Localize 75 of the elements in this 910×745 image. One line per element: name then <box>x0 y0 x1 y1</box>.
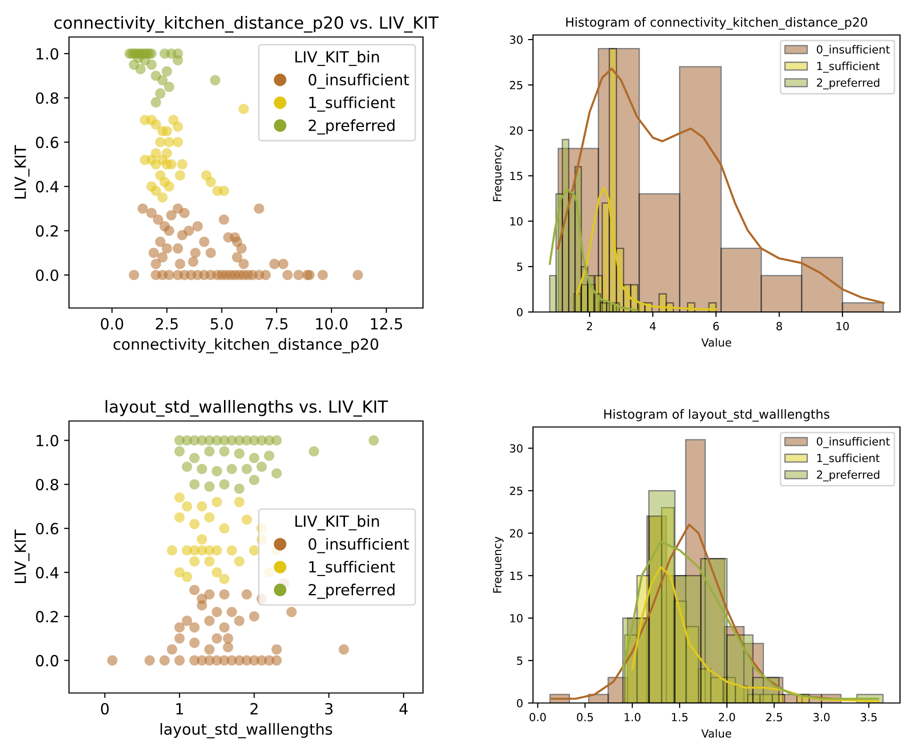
y-tick-label: 0.6 <box>36 136 58 148</box>
y-tick-label: 0.8 <box>36 478 58 490</box>
x-tick-label: 3.0 <box>814 712 830 722</box>
x-axis-title: layout_std_walllengths <box>160 723 332 738</box>
chart-title: layout_std_walllengths vs. LIV_KIT <box>106 400 388 417</box>
x-tick-label: 3.5 <box>860 712 877 722</box>
x-tick-label: 0.0 <box>530 712 546 722</box>
x-tick-label: 2.0 <box>718 712 735 722</box>
x-tick-label: 7.5 <box>266 318 288 330</box>
y-tick-label: 0.2 <box>36 610 58 622</box>
x-tick-label: 2 <box>586 322 592 330</box>
legend-label: 1_sufficient <box>817 454 880 465</box>
legend-label: 1_sufficient <box>309 560 395 576</box>
y-tick-label: 20 <box>510 529 523 538</box>
y-tick-label: 20 <box>510 126 523 135</box>
x-tick-label: 6 <box>713 322 719 330</box>
y-tick-label: 5 <box>517 262 522 271</box>
x-tick-label: 0 <box>100 702 109 715</box>
y-axis-title: LIV_KIT <box>14 144 30 198</box>
x-tick-label: 4 <box>650 322 656 330</box>
x-tick-label: 1 <box>176 703 183 714</box>
y-tick-label: 0.0 <box>36 269 58 282</box>
y-tick-label: 0.4 <box>36 566 58 578</box>
y-axis-title: Frequency <box>493 145 504 202</box>
legend-label: 2_preferred <box>816 470 880 482</box>
x-tick-label: 1.5 <box>672 713 688 722</box>
y-tick-label: 30 <box>510 444 523 453</box>
y-tick-label: 15 <box>510 572 522 580</box>
y-tick-label: 0.2 <box>36 225 58 237</box>
legend-label: 1_sufficient <box>309 96 395 112</box>
y-tick-label: 10 <box>510 614 523 622</box>
legend-label: 0_insufficient <box>816 45 890 56</box>
x-tick-label: 12.5 <box>371 318 402 330</box>
x-tick-label: 10 <box>836 322 849 330</box>
x-tick-label: 2 <box>250 702 258 714</box>
x-tick-label: 5.0 <box>210 318 233 330</box>
y-tick-label: 30 <box>510 36 523 44</box>
legend-label: 0_insufficient <box>308 538 409 554</box>
legend-label: 1_sufficient <box>817 62 880 73</box>
x-axis-title: connectivity_kitchen_distance_p20 <box>114 338 378 354</box>
chart-title: Histogram of connectivity_kitchen_distance_p20 <box>566 17 868 30</box>
y-tick-label: 25 <box>510 486 522 496</box>
chart-title: Histogram of layout_std_walllengths <box>604 409 830 422</box>
y-axis-title: LIV_KIT <box>14 529 30 583</box>
y-tick-label: 0.0 <box>36 654 58 666</box>
legend-label: 2_preferred <box>816 78 880 90</box>
x-tick-label: 2.5 <box>156 318 178 330</box>
legend-label: 0_insufficient <box>308 74 409 89</box>
y-tick-label: 5 <box>517 656 522 665</box>
y-tick-label: 1.0 <box>36 48 58 60</box>
x-axis-title: Value <box>701 338 732 347</box>
y-tick-label: 0.6 <box>36 522 58 534</box>
x-axis-title: Value <box>701 729 732 738</box>
y-tick-label: 15 <box>510 172 522 180</box>
y-tick-label: 25 <box>510 80 522 90</box>
x-tick-label: 4 <box>399 703 408 714</box>
legend-title: LIV_KIT_bin <box>295 50 379 66</box>
x-tick-label: 0.0 <box>100 318 124 330</box>
x-tick-label: 10.0 <box>316 318 348 330</box>
legend-title: LIV_KIT_bin <box>295 515 379 530</box>
x-tick-label: 3 <box>325 702 333 715</box>
y-tick-label: 0 <box>516 308 523 316</box>
y-tick-label: 1.0 <box>36 434 58 446</box>
x-tick-label: 2.5 <box>766 712 782 722</box>
y-axis-title: Frequency <box>493 536 504 593</box>
y-tick-label: 0.8 <box>36 92 58 104</box>
x-tick-label: 8 <box>776 322 782 330</box>
legend-label: 2_preferred <box>308 119 394 135</box>
legend-label: 0_insufficient <box>816 437 890 448</box>
legend-label: 2_preferred <box>308 584 394 599</box>
y-tick-label: 0.4 <box>36 180 58 192</box>
chart-title: connectivity_kitchen_distance_p20 vs. LIV_KIT <box>54 16 439 33</box>
x-tick-label: 1.0 <box>624 712 640 722</box>
x-tick-label: 0.5 <box>576 712 593 722</box>
y-tick-label: 10 <box>510 217 523 226</box>
